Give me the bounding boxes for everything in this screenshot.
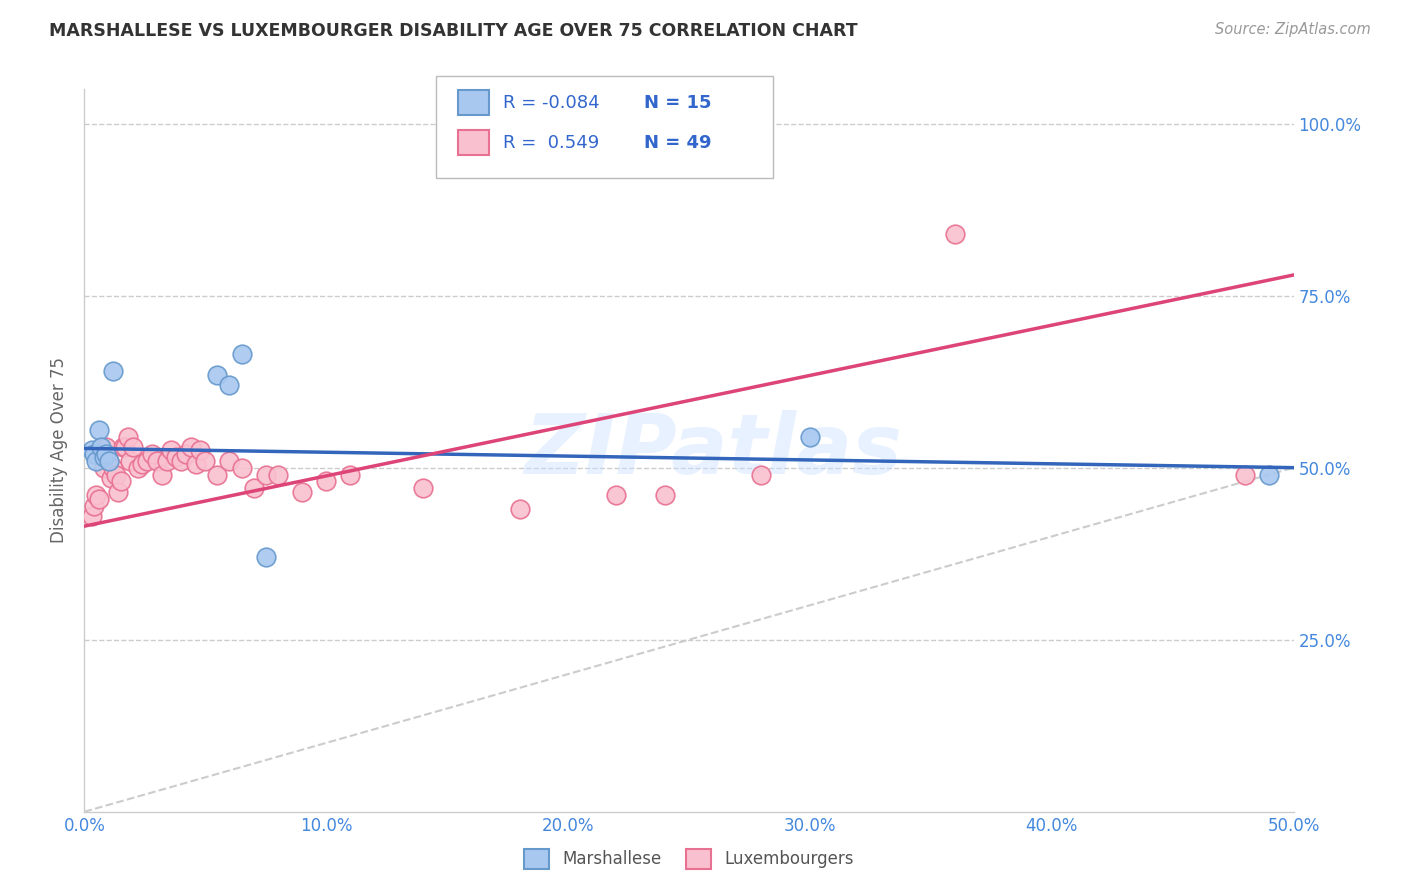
Text: Source: ZipAtlas.com: Source: ZipAtlas.com [1215,22,1371,37]
Point [160,443,183,458]
Point [94,447,117,461]
Point [170,454,193,468]
Point [107,484,129,499]
Point [751,467,773,482]
Point [799,430,821,444]
Y-axis label: Disability Age Over 75: Disability Age Over 75 [51,358,69,543]
Point [83,499,105,513]
Point [943,227,966,241]
Point [654,488,676,502]
Point [121,440,143,454]
Point [207,467,229,482]
Point [412,481,434,495]
Point [174,447,197,461]
Text: MARSHALLESE VS LUXEMBOURGER DISABILITY AGE OVER 75 CORRELATION CHART: MARSHALLESE VS LUXEMBOURGER DISABILITY A… [49,22,858,40]
Point [97,454,120,468]
Point [104,467,127,482]
Point [93,460,115,475]
Point [231,460,253,475]
Point [509,502,531,516]
Point [114,440,136,454]
Point [87,423,110,437]
Point [218,378,240,392]
Point [83,447,105,461]
Point [1234,467,1257,482]
Point [112,440,135,454]
Text: ZIPatlas: ZIPatlas [524,410,903,491]
Point [155,454,177,468]
Point [100,471,122,485]
Point [136,454,159,468]
Point [141,447,163,461]
Point [231,347,253,361]
Point [605,488,627,502]
Point [267,467,290,482]
Point [254,467,277,482]
Point [110,475,132,489]
Point [339,467,361,482]
Point [1258,467,1281,482]
Point [190,443,212,458]
Point [120,454,142,468]
Point [150,467,173,482]
Point [97,454,120,468]
Point [207,368,229,382]
Point [94,440,117,454]
Point [165,450,187,465]
Point [254,550,277,565]
Point [86,454,108,468]
Point [180,440,202,454]
Point [90,440,112,454]
Legend: Marshallese, Luxembourgers: Marshallese, Luxembourgers [517,842,860,876]
Point [218,454,240,468]
Point [87,491,110,506]
Text: N = 49: N = 49 [644,134,711,152]
Point [291,484,314,499]
Point [131,457,153,471]
Point [146,454,169,468]
Text: R =  0.549: R = 0.549 [503,134,599,152]
Point [315,475,337,489]
Point [80,443,103,458]
Point [103,460,125,475]
Point [242,481,264,495]
Point [127,460,149,475]
Point [103,364,125,378]
Text: N = 15: N = 15 [644,94,711,112]
Point [194,454,217,468]
Point [93,450,115,465]
Point [86,488,108,502]
Text: R = -0.084: R = -0.084 [503,94,600,112]
Point [184,457,207,471]
Point [117,430,139,444]
Point [90,447,112,461]
Point [80,508,103,523]
